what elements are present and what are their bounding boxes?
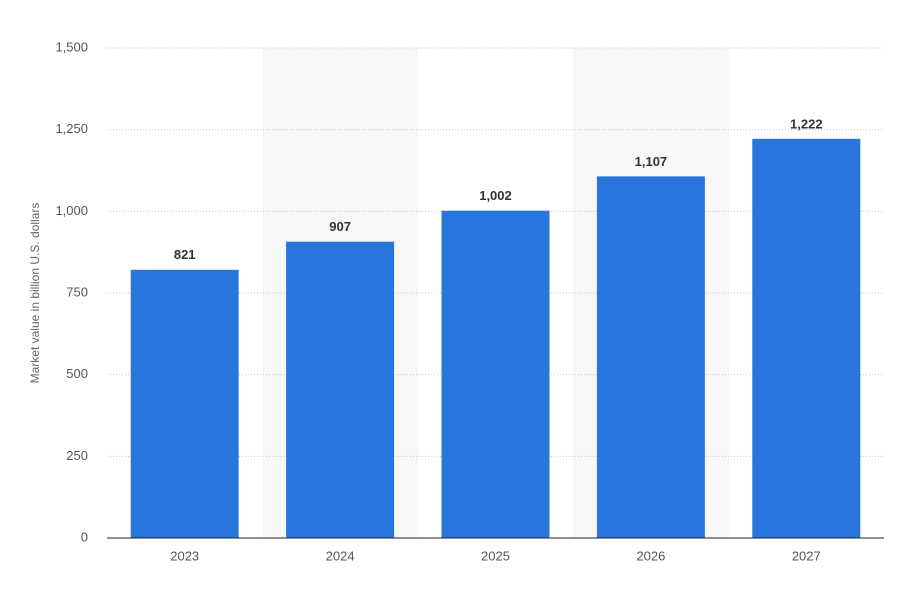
x-tick-label: 2023 xyxy=(170,548,199,563)
x-tick-label: 2024 xyxy=(326,548,355,563)
y-tick-label: 250 xyxy=(66,448,88,463)
bar xyxy=(286,241,395,539)
bar xyxy=(441,210,550,538)
value-label: 1,107 xyxy=(635,154,668,169)
y-tick-label: 500 xyxy=(66,366,88,381)
x-tick-label: 2025 xyxy=(481,548,510,563)
y-axis-label: Market value in billion U.S. dollars xyxy=(28,203,42,384)
bar xyxy=(752,138,861,538)
value-label: 1,222 xyxy=(790,116,823,131)
value-label: 821 xyxy=(174,247,196,262)
x-tick-label: 2026 xyxy=(636,548,665,563)
y-tick-label: 750 xyxy=(66,284,88,299)
y-tick-label: 1,000 xyxy=(55,203,88,218)
y-tick-label: 1,250 xyxy=(55,121,88,136)
bar xyxy=(130,269,239,538)
y-tick-label: 1,500 xyxy=(55,39,88,54)
value-label: 907 xyxy=(329,219,351,234)
bar xyxy=(596,176,705,538)
value-label: 1,002 xyxy=(479,188,512,203)
y-tick-label: 0 xyxy=(81,529,88,544)
x-tick-label: 2027 xyxy=(792,548,821,563)
